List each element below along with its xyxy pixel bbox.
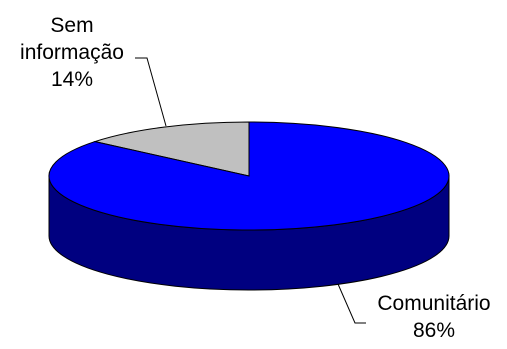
slice-percent-label: 14% [50, 68, 94, 91]
slice-name-line-1: Comunitário [377, 292, 491, 315]
pie-slice-top-1 [48, 121, 450, 231]
leader-line-comunitario [337, 283, 366, 324]
slice-name-line-2: informação [20, 41, 124, 64]
pie-slice-top-0 [93, 121, 250, 177]
slice-label-sem-informacao: Sem informação 14% [0, 12, 144, 93]
slice-percent-label: 86% [412, 319, 456, 342]
leader-lines [135, 57, 366, 324]
pie-top-face [48, 121, 450, 231]
leader-line-sem-informacao [135, 57, 167, 127]
slice-label-comunitario: Comunitário 86% [362, 290, 506, 344]
slice-name-line-1: Sem [50, 14, 94, 37]
